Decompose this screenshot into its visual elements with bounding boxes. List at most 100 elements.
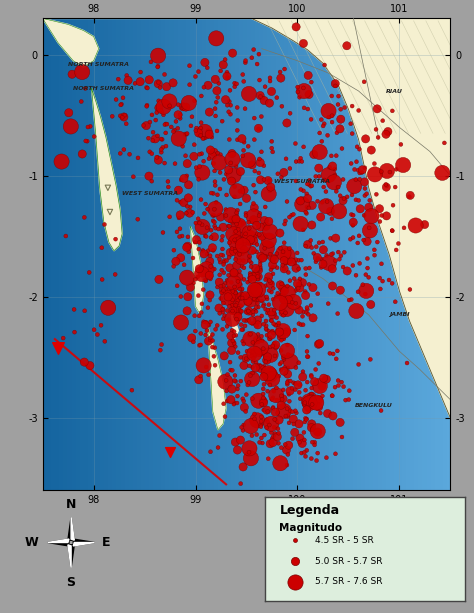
Point: [157, 147, 165, 157]
Point: [209, 336, 216, 346]
Point: [247, 421, 255, 431]
Point: [209, 210, 217, 220]
Point: [267, 350, 274, 360]
Point: [292, 157, 300, 167]
Point: [182, 208, 190, 218]
Point: [438, 168, 446, 178]
Point: [268, 143, 275, 153]
Point: [311, 440, 319, 450]
Point: [188, 333, 195, 343]
Point: [65, 108, 73, 118]
Point: [355, 196, 363, 205]
Point: [203, 223, 211, 233]
Point: [249, 310, 257, 319]
Point: [265, 300, 273, 310]
Point: [223, 275, 231, 285]
Point: [352, 270, 360, 280]
Point: [278, 279, 285, 289]
Point: [159, 227, 167, 237]
Point: [166, 101, 173, 111]
Point: [269, 433, 276, 443]
Point: [280, 310, 287, 320]
Point: [325, 112, 333, 122]
Point: [302, 452, 310, 462]
Point: [304, 403, 311, 413]
Polygon shape: [47, 539, 69, 546]
Point: [283, 346, 291, 356]
Point: [263, 356, 271, 365]
Point: [367, 145, 375, 155]
Point: [252, 357, 260, 367]
Point: [286, 276, 294, 286]
Point: [258, 400, 265, 409]
Point: [280, 248, 287, 258]
Point: [216, 254, 223, 264]
Point: [253, 219, 261, 229]
Point: [246, 334, 254, 344]
Point: [273, 263, 281, 273]
Point: [221, 412, 229, 422]
Point: [175, 213, 183, 223]
Point: [331, 164, 338, 174]
Point: [250, 236, 257, 246]
Point: [246, 361, 253, 371]
Point: [212, 223, 219, 233]
Point: [236, 219, 243, 229]
Point: [210, 245, 217, 255]
Point: [196, 150, 203, 159]
Point: [247, 262, 255, 272]
Point: [223, 306, 231, 316]
Point: [155, 79, 162, 89]
Point: [177, 292, 184, 302]
Point: [232, 237, 240, 247]
Point: [269, 283, 277, 293]
Point: [284, 449, 292, 459]
Point: [293, 282, 301, 292]
Point: [244, 238, 252, 248]
Point: [86, 360, 94, 370]
Point: [160, 102, 167, 112]
Point: [253, 247, 260, 257]
Point: [354, 238, 362, 248]
Point: [323, 375, 330, 384]
Point: [256, 360, 264, 370]
Point: [265, 216, 273, 226]
Point: [388, 278, 396, 288]
Point: [268, 316, 275, 326]
Point: [155, 96, 163, 105]
Point: [210, 204, 218, 214]
Point: [273, 292, 280, 302]
Point: [335, 381, 342, 390]
Point: [337, 114, 345, 124]
Point: [237, 320, 245, 330]
Point: [226, 357, 234, 367]
Point: [206, 270, 213, 280]
Point: [184, 292, 191, 302]
Point: [397, 140, 405, 150]
Point: [288, 297, 296, 307]
Point: [98, 275, 106, 284]
Point: [163, 82, 171, 91]
Point: [272, 340, 280, 350]
Point: [206, 256, 214, 266]
Point: [206, 107, 213, 117]
Point: [247, 238, 255, 248]
Point: [320, 119, 328, 129]
Point: [246, 330, 254, 340]
Point: [299, 199, 306, 209]
Point: [211, 177, 219, 186]
Point: [329, 349, 337, 359]
Point: [266, 73, 274, 83]
Point: [328, 214, 336, 224]
Point: [255, 302, 262, 312]
Point: [346, 295, 353, 305]
Point: [304, 352, 312, 362]
Point: [263, 330, 271, 340]
Point: [226, 135, 233, 145]
Point: [170, 245, 178, 255]
Point: [283, 327, 290, 337]
Point: [255, 264, 263, 274]
Point: [195, 175, 202, 185]
Point: [227, 395, 235, 405]
Point: [251, 285, 259, 295]
